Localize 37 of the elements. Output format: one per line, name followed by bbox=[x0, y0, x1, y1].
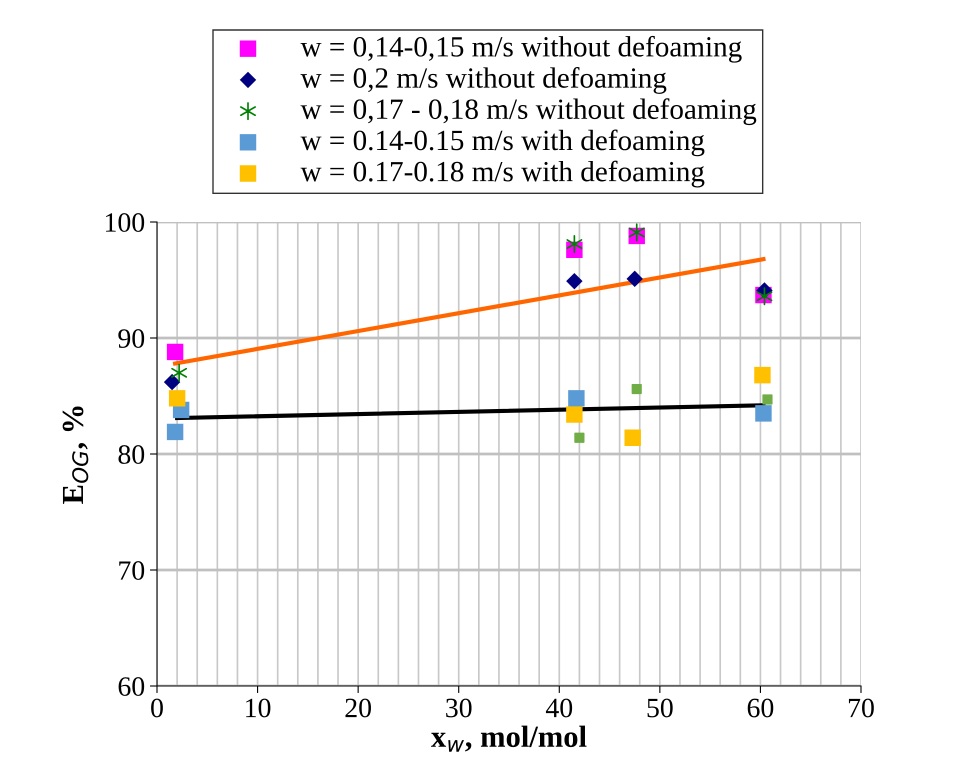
point bbox=[626, 270, 643, 288]
point bbox=[762, 394, 773, 405]
point bbox=[755, 405, 772, 422]
point bbox=[566, 272, 583, 290]
point bbox=[566, 406, 583, 423]
y-tick-label: 70 bbox=[119, 561, 144, 580]
x-tick-label: 0 bbox=[151, 698, 163, 718]
point bbox=[632, 384, 642, 394]
point bbox=[168, 390, 186, 407]
x-tick-label: 20 bbox=[345, 698, 371, 718]
x-tick-label: 50 bbox=[648, 698, 673, 718]
legend-label: w = 0.17-0.18 m/s with defoaming bbox=[300, 160, 704, 188]
point bbox=[754, 366, 771, 384]
y-axis-title: E$_{OG}$, % bbox=[62, 406, 88, 504]
point bbox=[568, 390, 585, 407]
x-tick-label: 40 bbox=[546, 698, 572, 718]
x-tick-label: 30 bbox=[446, 698, 472, 718]
legend-label: w = 0,2 m/s without defoaming bbox=[300, 67, 666, 94]
y-tick-label: 80 bbox=[118, 445, 144, 464]
y-tick-label: 90 bbox=[118, 329, 144, 348]
point bbox=[566, 234, 582, 254]
legend-label: w = 0,17 - 0,18 m/s without defoaming bbox=[300, 98, 756, 126]
x-tick-label: 70 bbox=[848, 698, 874, 718]
point bbox=[574, 432, 584, 443]
point bbox=[171, 364, 188, 382]
legend-label: w = 0.14-0.15 m/s with defoaming bbox=[300, 129, 704, 156]
point bbox=[164, 374, 180, 390]
point bbox=[166, 424, 184, 440]
legend-label: w = 0,14-0,15 m/s without defoaming bbox=[300, 36, 742, 63]
x-tick-label: 10 bbox=[246, 698, 270, 718]
x-axis-title: x$_{w}$, mol/mol bbox=[431, 726, 587, 752]
point bbox=[624, 430, 641, 446]
point bbox=[166, 344, 184, 360]
point bbox=[628, 223, 645, 242]
y-tick-label: 60 bbox=[118, 677, 144, 696]
x-tick-label: 60 bbox=[748, 698, 774, 718]
y-tick-label: 100 bbox=[106, 213, 144, 232]
